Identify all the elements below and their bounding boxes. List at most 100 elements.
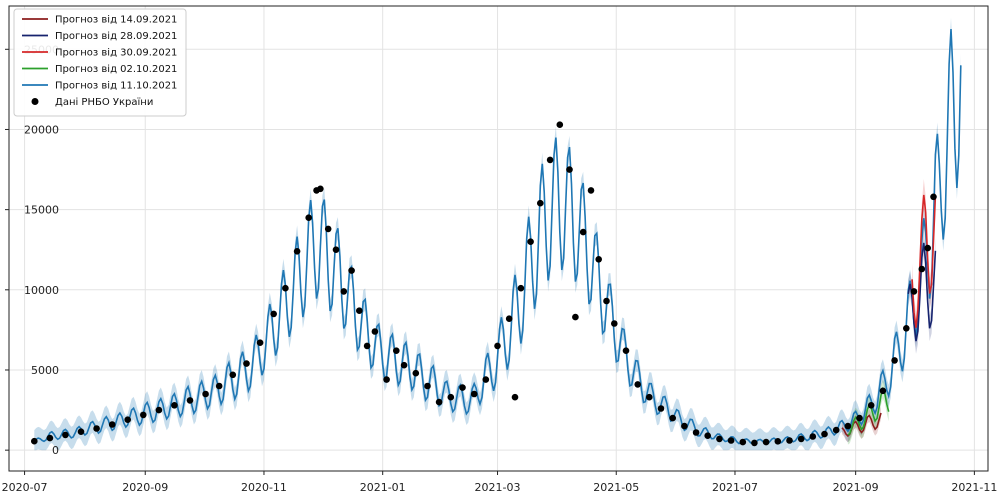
observed-point [215, 382, 223, 390]
observed-point [155, 406, 163, 414]
observed-point [511, 393, 519, 401]
observed-point [727, 437, 735, 444]
observed-point [786, 437, 793, 444]
forecast-line-3 [911, 194, 937, 328]
observed-point [595, 255, 602, 263]
observed-point [256, 339, 264, 347]
observed-point [93, 425, 100, 432]
observed-point [494, 342, 501, 350]
legend-label-3: Прогноз від 02.10.2021 [55, 63, 177, 75]
axis-tick-layer: 2020-07 2020-09 2020-11 2021-01 2021-03 2021-… [2, 43, 998, 494]
observed-point [930, 193, 937, 201]
observed-point [692, 429, 700, 436]
observed-point [46, 434, 54, 442]
x-tick-label: 2021-05 [593, 481, 639, 494]
observed-point [527, 238, 534, 245]
confidence-band-1 [842, 406, 881, 443]
x-tick-label: 2020-07 [2, 481, 48, 494]
observed-point [774, 438, 782, 445]
y-tick-label: 5000 [31, 364, 59, 377]
observed-point [918, 265, 926, 273]
observed-point [566, 166, 573, 173]
observed-point [317, 185, 324, 193]
observed-point [412, 369, 420, 377]
x-tick-label: 2021-09 [833, 481, 879, 494]
observed-point [797, 435, 805, 443]
observed-point [356, 307, 363, 315]
observed-point [282, 284, 289, 292]
observed-point [270, 310, 278, 318]
observed-point [293, 248, 301, 255]
legend-label-2: Прогноз від 30.09.2021 [55, 47, 177, 59]
observed-point [910, 288, 918, 295]
plot-frame [8, 5, 989, 472]
y-tick-label: 20000 [24, 123, 59, 136]
observed-point [371, 328, 379, 335]
observed-point [108, 421, 116, 428]
observed-point [867, 402, 875, 409]
observed-point [832, 426, 840, 434]
x-tick-label: 2021-11 [951, 481, 997, 494]
observed-point [435, 398, 443, 406]
observed-point [844, 422, 852, 430]
x-tick-label: 2021-07 [712, 481, 758, 494]
observed-point [622, 347, 630, 355]
observed-point [924, 244, 931, 252]
observed-point [879, 387, 887, 395]
observed-point [77, 428, 85, 436]
y-tick-label: 0 [52, 444, 59, 457]
observed-point [572, 313, 579, 321]
x-tick-label: 2020-11 [241, 481, 287, 494]
legend-label-5: Дані РНБО України [55, 96, 153, 108]
x-tick-label: 2021-01 [360, 481, 406, 494]
observed-point [579, 228, 587, 236]
observed-point [243, 360, 250, 367]
observed-point [704, 432, 711, 440]
observed-point [716, 435, 723, 443]
observed-point [657, 405, 665, 412]
observed-point [447, 393, 455, 401]
observed-point [634, 381, 641, 388]
observed-point [505, 315, 513, 323]
observed-points-layer [31, 121, 937, 447]
observed-point [31, 437, 38, 445]
observed-point [517, 284, 525, 292]
y-tick-label: 15000 [24, 204, 59, 217]
observed-point [62, 431, 69, 439]
observed-point [739, 438, 747, 446]
observed-point [903, 325, 910, 332]
x-tick-label: 2020-09 [122, 481, 168, 494]
observed-point [611, 320, 618, 327]
legend: Прогноз від 14.09.2021 Прогноз від 28.09.… [13, 8, 187, 117]
x-tick-label: 2021-03 [475, 481, 521, 494]
observed-point [400, 361, 408, 369]
observed-point [363, 342, 371, 350]
forecast-line-2 [907, 242, 937, 342]
legend-label-0: Прогноз від 14.09.2021 [55, 14, 177, 26]
forecast-line-0 [33, 28, 962, 445]
observed-point [348, 267, 355, 274]
confidence-band-4 [847, 379, 889, 445]
observed-point [470, 390, 478, 398]
observed-point [393, 347, 400, 355]
observed-point [482, 376, 490, 383]
observed-point [202, 390, 209, 398]
observed-point [124, 416, 131, 424]
observed-point [587, 187, 595, 194]
observed-point [681, 422, 688, 430]
observed-point [762, 438, 770, 446]
legend-label-4: Прогноз від 11.10.2021 [55, 80, 177, 92]
grid-layer [9, 6, 988, 471]
observed-point [603, 297, 610, 305]
observed-point [669, 414, 676, 422]
observed-point [424, 382, 431, 390]
observed-point [229, 371, 237, 379]
observed-point [856, 414, 863, 422]
observed-point [332, 246, 340, 253]
observed-point [186, 397, 194, 404]
observed-point [340, 288, 348, 295]
observed-point [821, 430, 828, 438]
observed-point [809, 433, 817, 440]
observed-point [383, 376, 390, 383]
